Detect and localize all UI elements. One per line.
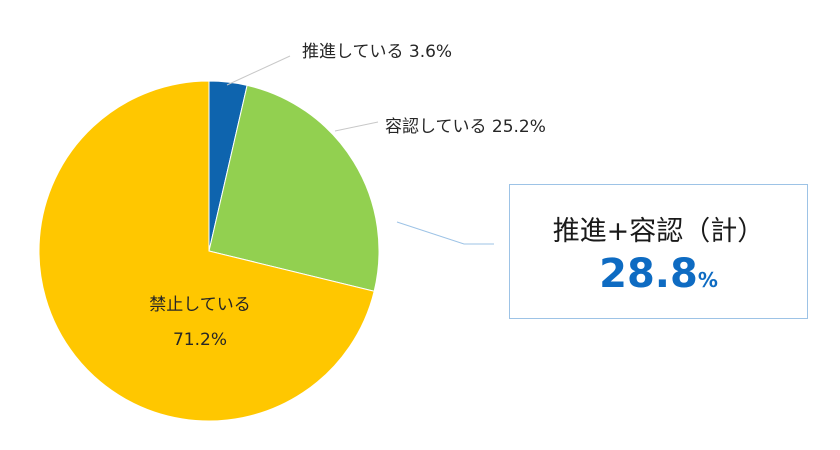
pie-slice-tolerate [208, 84, 380, 292]
summary-number: 28.8 [599, 251, 698, 297]
summary-title: 推進+容認（計） [552, 216, 765, 247]
leader-line-promote [226, 55, 291, 86]
leader-line-tolerate [334, 121, 379, 132]
pie-slice-prohibit [38, 80, 375, 422]
label-promote: 推進している 3.6% [302, 42, 453, 62]
label-prohibit-name: 禁止している [149, 295, 251, 315]
summary-callout-box: 推進+容認（計） 28.8% [509, 184, 808, 319]
summary-value: 28.8% [510, 251, 807, 297]
summary-unit: % [697, 268, 718, 292]
leader-line-summary [396, 221, 494, 245]
label-tolerate: 容認している 25.2% [385, 117, 546, 137]
label-prohibit-value: 71.2% [172, 330, 227, 350]
